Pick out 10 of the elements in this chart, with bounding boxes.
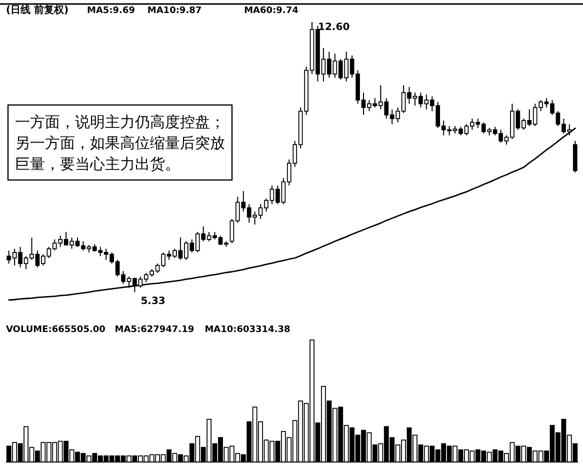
text: MA60:9.74 (244, 6, 298, 16)
text: VOLUME:665505.00 (6, 325, 106, 335)
text: MA10:603314.38 (204, 325, 290, 335)
chart-title: (日线 前复权) (6, 4, 69, 16)
annotation: 一方面，说明主力仍高度控盘；另一方面，如果高位缩量后突放巨量，要当心主力出货。 (15, 113, 225, 173)
annotation: 12.60 (318, 22, 350, 33)
text: 5.33 (140, 296, 166, 307)
text: MA5:627947.19 (114, 325, 194, 335)
text: MA5:9.69 (87, 6, 135, 16)
text: MA10:9.87 (147, 6, 202, 16)
